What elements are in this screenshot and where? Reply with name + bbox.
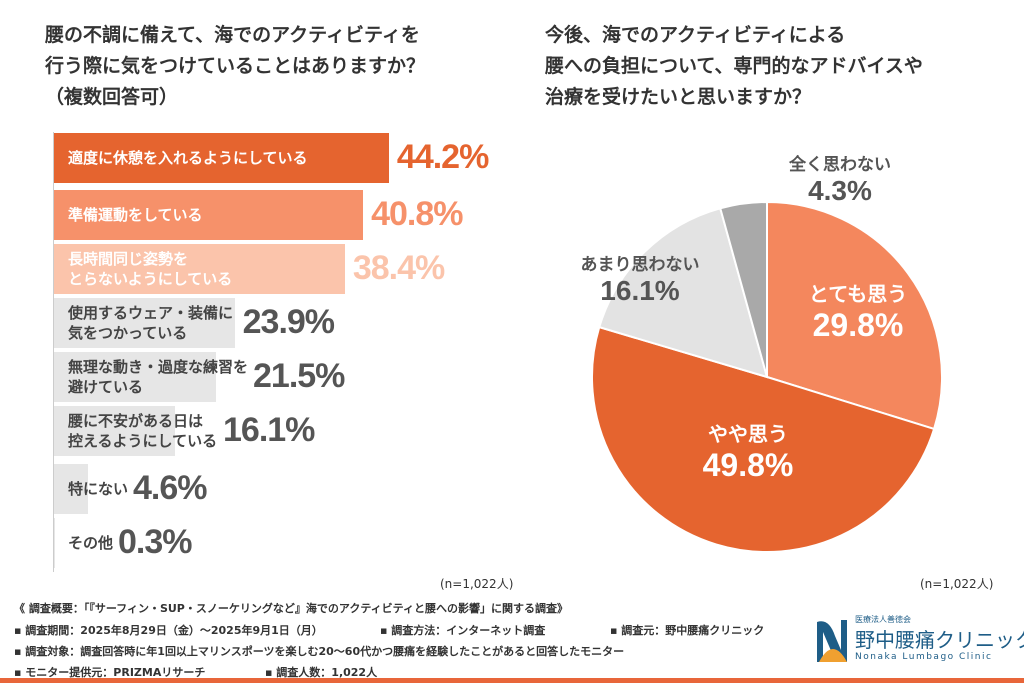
survey-method: ▪ 調査方法：インターネット調査	[380, 624, 546, 637]
bar	[53, 133, 389, 183]
left-question: 腰の不調に備えて、海でのアクティビティを 行う際に気をつけていることはありますか…	[45, 20, 425, 113]
pie-category: あまり思わない	[580, 255, 700, 275]
bar-label-line: 無理な動き・過度な練習を	[68, 358, 249, 376]
pie-slice	[591, 325, 936, 553]
q-line: 腰の不調に備えて、海でのアクティビティを	[45, 24, 420, 46]
q-line: 腰への負担について、専門的なアドバイスや	[545, 55, 923, 77]
bar	[53, 352, 217, 402]
bar-label: 腰に不安がある日は 控えるようにしている	[68, 411, 217, 451]
bar	[53, 518, 56, 568]
bar-value: 0.3%	[118, 523, 192, 561]
pie-category: とても思う	[808, 282, 908, 306]
bar-label-line: 避けている	[68, 378, 144, 396]
logo-name: 野中腰痛クリニック	[855, 628, 1024, 652]
q-line: （複数回答可）	[45, 86, 179, 108]
logo-mark-icon	[817, 620, 847, 662]
bar-label-line: とらないようにしている	[68, 270, 233, 288]
q-line: 今後、海でのアクティビティによる	[545, 24, 846, 46]
right-question: 今後、海でのアクティビティによる 腰への負担について、専門的なアドバイスや 治療…	[545, 20, 923, 113]
q-line: 行う際に気をつけていることはありますか？	[45, 55, 426, 77]
bar	[53, 244, 345, 294]
bar-label: 準備運動をしている	[68, 205, 203, 225]
q-line: 治療を受けたいと思いますか？	[545, 86, 812, 108]
pie-value: 4.3%	[808, 175, 872, 206]
axis-line	[53, 132, 54, 572]
bar	[53, 464, 88, 514]
logo-org: 医療法人善徳会	[855, 615, 911, 624]
bar-value: 21.5%	[253, 357, 345, 395]
survey-source: ▪ 調査元：野中腰痛クリニック	[610, 624, 765, 637]
right-sample-size: (n=1,022人)	[920, 577, 994, 591]
bar-label-line: 長時間同じ姿勢を	[68, 250, 189, 268]
pie-slice	[598, 207, 769, 379]
pie-label: やや思う 49.8%	[658, 418, 838, 484]
bar	[53, 406, 176, 456]
pie-category: やや思う	[708, 422, 788, 446]
bar-label: 無理な動き・過度な練習を 避けている	[68, 357, 248, 397]
survey-target: ▪ 調査対象：調査回答時に年1回以上マリンスポーツを楽しむ20～60代かつ腰痛を…	[14, 645, 625, 658]
bar-label-line: 適度に休憩を入れるようにしている	[68, 149, 308, 167]
survey-count: ▪ 調査人数：1,022人	[265, 666, 378, 679]
bar	[53, 190, 364, 240]
pie-label: あまり思わない 16.1%	[550, 250, 730, 307]
pie-value: 16.1%	[600, 275, 680, 306]
pie-label: 全く思わない 4.3%	[750, 150, 930, 207]
bar-label: 使用するウェア・装備に 気をつかっている	[68, 303, 233, 343]
survey-period: ▪ 調査期間：2025年8月29日（金）～2025年9月1日（月）	[14, 624, 323, 637]
bar-label-line: 使用するウェア・装備に	[68, 304, 234, 322]
bar-label-line: 特にない	[68, 480, 129, 498]
bar-value: 23.9%	[242, 303, 335, 341]
pie-value: 29.8%	[812, 307, 904, 343]
bar-label: 長時間同じ姿勢をとらないようにしている	[68, 249, 232, 289]
bar-label-line: 気をつかっている	[68, 324, 188, 342]
bar-label-line: 腰に不安がある日は	[68, 412, 204, 430]
logo-en: Nonaka Lumbago Clinic	[855, 652, 993, 662]
bar-value: 4.6%	[133, 469, 207, 507]
bar-label-line: その他	[68, 534, 114, 552]
clinic-logo: 医療法人善徳会 野中腰痛クリニック Nonaka Lumbago Clinic	[815, 612, 1024, 667]
pie-slice	[719, 200, 768, 378]
pie-label: とても思う 29.8%	[768, 278, 948, 344]
bar-label-line: 準備運動をしている	[68, 206, 203, 224]
survey-title: 《 調査概要：「『サーフィン・SUP・スノーケリングなど』海でのアクティビティと…	[14, 602, 568, 615]
bar	[53, 298, 235, 348]
bar-value: 16.1%	[223, 411, 315, 449]
left-sample-size: (n=1,022人)	[440, 577, 514, 591]
pie-category: 全く思わない	[789, 155, 891, 175]
bar-value: 38.4%	[352, 249, 445, 287]
bar-label-line: 控えるようにしている	[68, 432, 218, 450]
bar-value: 44.2%	[396, 138, 489, 176]
bar-label: その他	[68, 533, 113, 553]
pie-slice	[766, 200, 943, 431]
bar-label: 適度に休憩を入れるようにしている	[68, 148, 308, 168]
monitor-provider: ▪ モニター提供元：PRIZMAリサーチ	[14, 666, 206, 679]
bar-label: 特にない	[68, 479, 128, 499]
pie-value: 49.8%	[702, 447, 794, 483]
bar-value: 40.8%	[371, 195, 463, 233]
